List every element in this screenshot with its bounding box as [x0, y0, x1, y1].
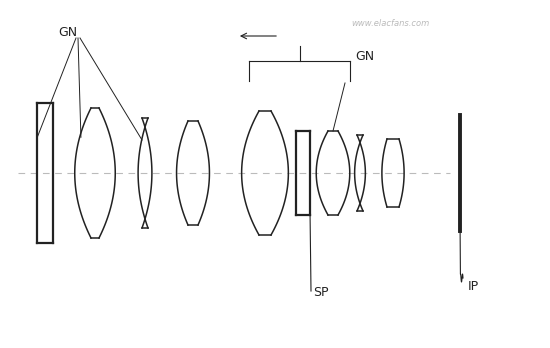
Text: www.elacfans.com: www.elacfans.com: [351, 18, 429, 27]
Text: IP: IP: [468, 279, 479, 293]
Text: GN: GN: [58, 26, 78, 40]
Text: SP: SP: [313, 286, 328, 300]
Text: GN: GN: [355, 49, 374, 63]
